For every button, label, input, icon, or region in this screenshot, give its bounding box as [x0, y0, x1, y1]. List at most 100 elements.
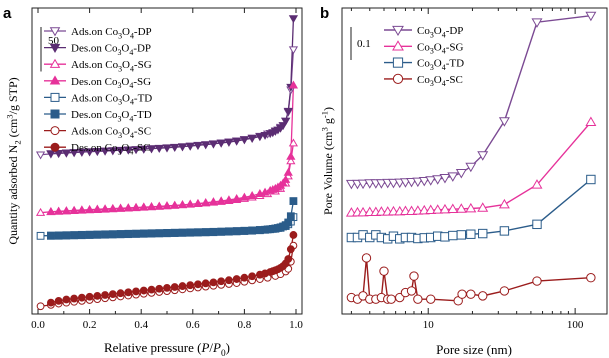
data-point-des-on-co3o4-td: [124, 230, 133, 239]
data-point-ads-on-co3o4-sg: [286, 156, 296, 165]
panel-a-x-axis-label: Relative pressure (P/P0): [104, 340, 230, 358]
data-point-des-on-co3o4-td: [147, 229, 156, 238]
data-point-des-on-co3o4-sc: [255, 270, 264, 279]
data-point-des-on-co3o4-td: [232, 227, 241, 236]
legend-marker: [392, 40, 404, 51]
data-point-des-on-co3o4-sg: [115, 203, 126, 212]
data-point-des-on-co3o4-sc: [54, 296, 63, 305]
legend-marker: [49, 27, 61, 37]
data-point-des-on-co3o4-dp: [100, 147, 110, 156]
data-point-des-on-co3o4-dp: [54, 149, 64, 158]
legend-marker: [49, 75, 61, 85]
data-point-des-on-co3o4-dp: [84, 148, 95, 157]
data-point-co3o4-sg: [432, 204, 444, 214]
panel-b-y-axis-label: Pore Volume (cm3 g-1): [319, 107, 335, 215]
data-point-des-on-co3o4-sg: [177, 200, 188, 209]
data-point-co3o4-sc: [379, 266, 389, 276]
data-point-ads-on-co3o4-td: [36, 231, 45, 240]
x-tick-label: 100: [567, 319, 584, 331]
legend-label: Co3O4-SC: [417, 74, 463, 88]
legend-marker: [392, 25, 404, 37]
data-point-des-on-co3o4-td: [178, 228, 187, 237]
data-point-des-on-co3o4-sg: [139, 202, 149, 211]
data-point-co3o4-dp: [455, 169, 467, 179]
legend-marker: [392, 57, 404, 68]
panel-b-series-lines: [351, 14, 592, 302]
data-point-des-on-co3o4-sc: [47, 298, 55, 307]
data-point-co3o4-dp: [465, 162, 477, 173]
data-point-des-on-co3o4-dp: [255, 133, 265, 142]
data-point-des-on-co3o4-sg: [123, 203, 133, 212]
series-line-co3o4-dp: [351, 14, 591, 185]
data-point-ads-on-co3o4-dp: [35, 151, 46, 160]
data-point-ads-on-co3o4-sg: [35, 207, 46, 216]
data-point-co3o4-sg: [498, 198, 510, 209]
data-point-des-on-co3o4-dp: [193, 142, 203, 151]
data-point-des-on-co3o4-dp: [46, 150, 56, 159]
data-point-des-on-co3o4-sg: [69, 206, 79, 215]
panel-a-markers: [35, 15, 299, 311]
data-point-des-on-co3o4-td: [163, 229, 171, 238]
panel-b-legend: Co3O4-DP Co3O4-SG Co3O4-TD Co3O4-SC: [384, 25, 464, 88]
data-point-des-on-co3o4-sc: [155, 284, 164, 293]
panel-b-scale-bar: 0.1: [350, 27, 371, 60]
data-point-des-on-co3o4-td: [217, 228, 226, 236]
data-point-des-on-co3o4-dp: [77, 148, 87, 157]
data-point-des-on-co3o4-sg: [239, 192, 250, 201]
data-point-des-on-co3o4-td: [70, 231, 79, 240]
data-point-des-on-co3o4-dp: [154, 144, 164, 153]
legend-label: Des.on Co3O4-TD: [71, 109, 152, 123]
legend-marker: [392, 73, 404, 85]
data-point-des-on-co3o4-sg: [185, 199, 195, 208]
legend-label: Ads.on Co3O4-DP: [71, 26, 152, 40]
data-point-des-on-co3o4-td: [139, 229, 148, 238]
data-point-des-on-co3o4-sg: [131, 203, 141, 212]
data-point-des-on-co3o4-dp: [177, 143, 188, 152]
panel-a-x-ticks: 0.0 0.2 0.4 0.6 0.8 1.0: [31, 8, 303, 331]
x-tick-label: 1.0: [289, 319, 303, 331]
data-point-des-on-co3o4-sc: [248, 272, 257, 281]
panel-b-letter: b: [320, 5, 329, 22]
legend-marker: [50, 126, 60, 136]
legend-marker: [50, 142, 60, 152]
data-point-des-on-co3o4-sg: [208, 197, 219, 206]
data-point-des-on-co3o4-sc: [209, 278, 218, 287]
data-point-des-on-co3o4-dp: [283, 107, 293, 116]
panel-b-x-axis-label: Pore size (nm): [436, 342, 512, 357]
x-tick-label: 0.2: [83, 319, 97, 331]
data-point-des-on-co3o4-sc: [289, 231, 298, 239]
data-point-des-on-co3o4-td: [77, 231, 86, 240]
x-tick-label: 0.8: [238, 319, 252, 331]
data-point-des-on-co3o4-sg: [255, 189, 265, 198]
data-point-co3o4-td: [448, 230, 458, 241]
data-point-des-on-co3o4-sc: [194, 280, 202, 289]
data-point-des-on-co3o4-dp: [92, 148, 102, 157]
panel-a: a 50 0.0 0.2 0.4 0.6 0.8 1.0 Ads.on Co3O4-DP D…: [3, 5, 303, 358]
data-point-co3o4-sc: [426, 294, 436, 304]
panel-b-x-ticks: 10 100: [350, 8, 584, 331]
data-point-des-on-co3o4-sc: [62, 295, 71, 304]
data-point-co3o4-dp: [425, 176, 437, 186]
data-point-des-on-co3o4-sc: [77, 293, 86, 302]
data-point-des-on-co3o4-sc: [85, 292, 94, 301]
data-point-co3o4-sc: [586, 273, 596, 283]
data-point-co3o4-dp: [357, 179, 369, 190]
data-point-des-on-co3o4-sc: [93, 291, 102, 300]
data-point-des-on-co3o4-dp: [208, 140, 219, 149]
data-point-des-on-co3o4-td: [201, 228, 210, 237]
data-point-co3o4-dp: [418, 176, 430, 187]
data-point-des-on-co3o4-sg: [247, 191, 257, 199]
data-point-co3o4-sg: [357, 206, 369, 217]
data-point-des-on-co3o4-sg: [61, 206, 71, 215]
panel-b-markers: [345, 11, 597, 306]
data-point-des-on-co3o4-td: [155, 229, 164, 238]
data-point-co3o4-dp: [406, 177, 418, 188]
legend-label: Des.on Co3O4-SG: [71, 76, 151, 90]
legend-marker: [49, 58, 61, 68]
data-point-des-on-co3o4-td: [248, 226, 257, 235]
data-point-des-on-co3o4-sc: [147, 285, 156, 294]
data-point-co3o4-sg: [477, 202, 489, 212]
data-point-des-on-co3o4-dp: [288, 15, 299, 24]
data-point-des-on-co3o4-sc: [116, 289, 125, 298]
x-tick-label: 0.6: [186, 319, 200, 331]
